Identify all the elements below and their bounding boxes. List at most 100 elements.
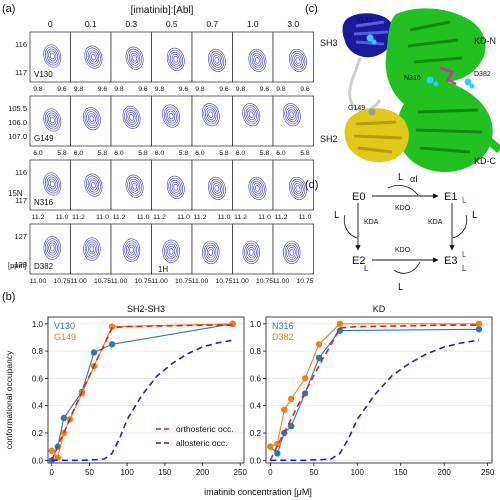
residue-label: N316 bbox=[34, 198, 54, 207]
contour-line bbox=[214, 185, 220, 192]
chart-title: SH2-SH3 bbox=[127, 304, 165, 314]
contour-line bbox=[293, 55, 302, 66]
contour-line bbox=[86, 47, 101, 67]
contour-line bbox=[87, 113, 96, 124]
contour-line bbox=[245, 107, 257, 123]
contour-line bbox=[127, 244, 136, 256]
contour-line bbox=[87, 243, 96, 255]
contour-line bbox=[209, 178, 225, 198]
x-tick-label: 10.75 bbox=[53, 278, 70, 285]
contour-line bbox=[287, 246, 296, 258]
chart-kd: KD 0.0 0.2 0.4 0.6 0.8 1.0 0 50 100 150 200 250 N316D… bbox=[250, 304, 495, 477]
contour-line bbox=[44, 174, 60, 194]
structure-label: N316 bbox=[404, 75, 421, 82]
contour-line bbox=[84, 239, 99, 259]
contour-line bbox=[130, 52, 139, 64]
x-tick-label: 5.8 bbox=[260, 150, 270, 157]
x-tick-label: 9.8 bbox=[33, 86, 43, 93]
data-point bbox=[475, 320, 483, 328]
contour-line bbox=[122, 238, 141, 262]
contour-line bbox=[248, 111, 254, 118]
contour-line bbox=[292, 53, 304, 68]
x-tick-label: 100 bbox=[120, 468, 134, 477]
contour-line bbox=[44, 110, 60, 130]
sh2-domain-ribbon bbox=[344, 108, 409, 163]
x-tick-label: 11.0 bbox=[258, 214, 271, 221]
x-tick-label: 6.0 bbox=[276, 150, 286, 157]
x-tick-label: 9.6 bbox=[260, 86, 270, 93]
contour-line bbox=[245, 244, 257, 260]
contour-line bbox=[84, 109, 100, 129]
contour-line bbox=[84, 45, 103, 69]
ligand-label: L bbox=[472, 210, 478, 221]
contour-line bbox=[284, 242, 299, 262]
contour-line bbox=[167, 110, 176, 122]
contour-line bbox=[293, 183, 302, 194]
contour-line bbox=[212, 183, 221, 194]
ratio-label: 3.0 bbox=[287, 19, 299, 29]
x-tick-label: 10.75 bbox=[296, 278, 313, 285]
x-tick-label: 11.00 bbox=[273, 278, 290, 285]
x-tick-label: 6.0 bbox=[74, 150, 84, 157]
spectrum-cell bbox=[272, 159, 314, 211]
contour-line bbox=[125, 46, 144, 70]
linker-ribbon bbox=[348, 57, 382, 113]
contour-line bbox=[83, 237, 101, 261]
x-tick-label: 11.0 bbox=[299, 214, 312, 221]
contour-line bbox=[163, 106, 179, 126]
x-tick-label: 9.8 bbox=[236, 86, 246, 93]
structure-labels: SH3 V130 KD-N N316 D382 G149 SH2 KD-C αI bbox=[320, 17, 496, 184]
chart-title: KD bbox=[373, 304, 386, 314]
contour-line bbox=[206, 246, 215, 258]
x-tick-label: 9.6 bbox=[300, 86, 310, 93]
contour-line bbox=[49, 180, 55, 188]
chart-y-axis-label: conformational occupancy bbox=[4, 350, 14, 450]
series-line bbox=[51, 323, 233, 459]
contour-line bbox=[91, 181, 96, 189]
contour-line bbox=[203, 105, 219, 125]
contour-line bbox=[86, 111, 98, 127]
data-point bbox=[274, 450, 281, 457]
x-tick-label: 5.8 bbox=[57, 150, 67, 157]
data-point bbox=[60, 429, 68, 437]
x-tick-label: 11.00 bbox=[70, 278, 87, 285]
contour-line bbox=[242, 240, 260, 265]
arrow-e2-e3-ligand bbox=[393, 261, 421, 274]
x-tick-label: 11.0 bbox=[218, 214, 231, 221]
x-tick-label: 250 bbox=[481, 468, 495, 477]
contour-line bbox=[248, 176, 267, 200]
contour-line bbox=[251, 53, 264, 68]
legend-entry: D382 bbox=[272, 332, 294, 342]
x-tick-label: 10.75 bbox=[134, 278, 151, 285]
spectra-rows: V130 116 117 9.8 9.6 9.8 9.6 9.8 9.6 9.8 9.6 9.8 9.6… bbox=[8, 31, 314, 285]
e3-marker-top: L bbox=[462, 250, 467, 259]
series-line bbox=[270, 323, 479, 448]
contour-line bbox=[89, 115, 95, 122]
x-tick-label: 9.6 bbox=[179, 86, 189, 93]
x-tick-label: 11.2 bbox=[72, 214, 85, 221]
spectrum-cell bbox=[151, 31, 193, 83]
x-tick-label: 9.8 bbox=[195, 86, 205, 93]
spectrum-cell bbox=[191, 95, 233, 147]
x-tick-label: 9.8 bbox=[74, 86, 84, 93]
contour-line bbox=[49, 116, 55, 124]
spectrum-cell bbox=[110, 31, 152, 83]
e2-marker: L bbox=[364, 264, 369, 273]
panel-b-label: (b) bbox=[2, 291, 15, 303]
x-tick-label: 5.8 bbox=[219, 150, 229, 157]
panel-a-label: (a) bbox=[2, 3, 15, 15]
contour-line bbox=[207, 48, 226, 72]
contour-line bbox=[130, 180, 139, 192]
contour-line bbox=[170, 179, 182, 195]
data-point bbox=[336, 320, 344, 328]
contour-line bbox=[129, 114, 134, 121]
contour-line bbox=[124, 107, 139, 127]
legend-entry: N316 bbox=[272, 321, 294, 331]
contour-line bbox=[292, 181, 304, 196]
plot-frame bbox=[265, 316, 493, 464]
contour-line bbox=[250, 50, 265, 70]
data-point bbox=[274, 440, 281, 448]
spectrum-cell bbox=[110, 159, 152, 211]
y-tick-label: 0.2 bbox=[32, 429, 44, 438]
